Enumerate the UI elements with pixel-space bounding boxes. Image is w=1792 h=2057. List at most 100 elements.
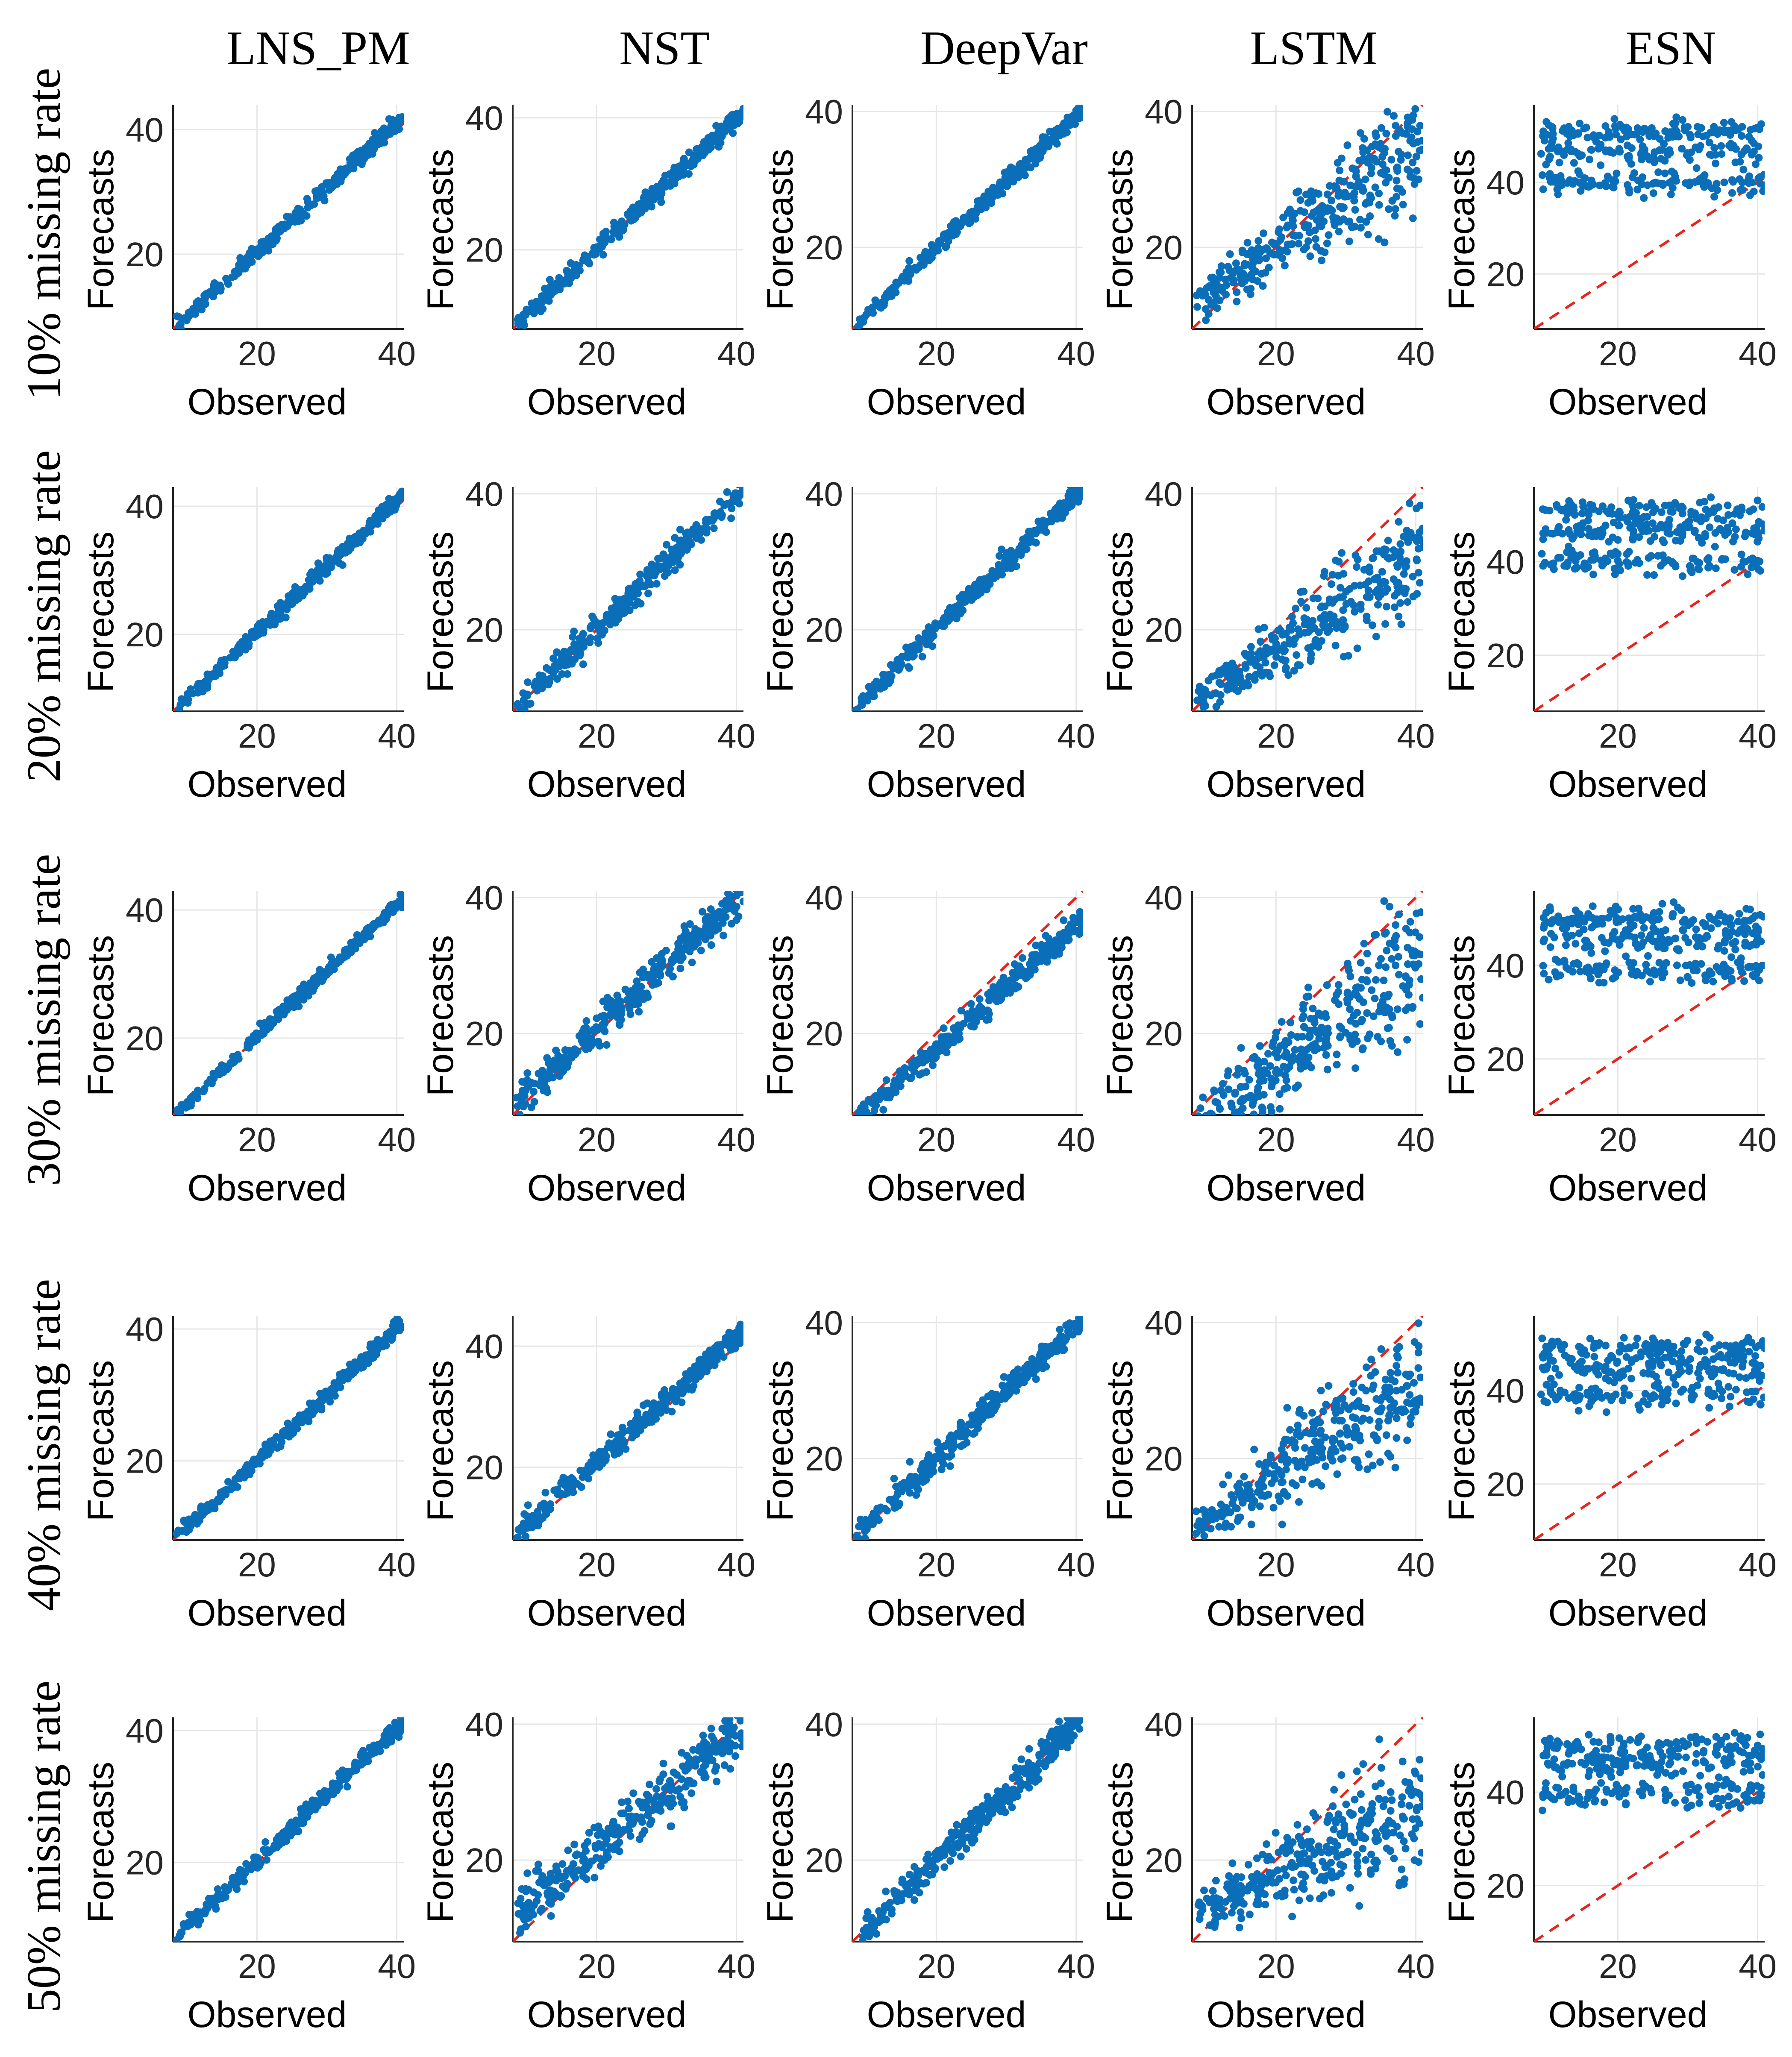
data-point	[1578, 509, 1586, 517]
data-point	[994, 187, 1002, 195]
data-point	[1675, 947, 1683, 955]
data-point	[1042, 932, 1050, 940]
x-tick-label: 20	[1257, 335, 1295, 373]
y-axis-label: Forecasts	[420, 149, 461, 311]
data-point	[1712, 564, 1720, 572]
data-point	[305, 992, 313, 1000]
data-point	[1554, 143, 1563, 151]
scatter-points	[173, 113, 404, 329]
data-point	[316, 966, 324, 974]
data-point	[1266, 1103, 1275, 1111]
data-point	[1614, 550, 1622, 558]
data-point	[1388, 955, 1396, 963]
data-point	[1392, 132, 1400, 140]
data-point	[1324, 1042, 1332, 1050]
data-point	[1211, 1087, 1219, 1095]
data-point	[1419, 543, 1423, 551]
data-point	[1296, 207, 1304, 215]
data-point	[982, 1016, 990, 1024]
data-point	[1343, 998, 1351, 1006]
data-point	[280, 1006, 288, 1014]
data-point	[1585, 511, 1593, 519]
data-point	[358, 160, 366, 168]
data-point	[1638, 180, 1646, 188]
data-point	[311, 571, 319, 579]
data-point	[1401, 1006, 1410, 1014]
data-point	[1275, 228, 1283, 236]
data-point	[259, 626, 267, 634]
data-point	[1311, 235, 1319, 243]
data-point	[697, 148, 705, 156]
data-point	[1629, 496, 1637, 504]
data-point	[1565, 543, 1573, 551]
data-point	[729, 110, 737, 118]
data-point	[621, 598, 629, 606]
data-point	[1597, 533, 1605, 541]
data-point	[1369, 554, 1377, 562]
x-tick-label: 40	[1397, 1121, 1435, 1159]
data-point	[1627, 160, 1635, 168]
data-point	[1333, 184, 1341, 192]
y-axis-label: Forecasts	[1099, 531, 1140, 693]
data-point	[998, 545, 1006, 553]
data-point	[934, 246, 942, 255]
data-point	[1742, 528, 1750, 537]
data-point	[1638, 525, 1646, 534]
data-point	[1032, 941, 1040, 949]
data-point	[1237, 678, 1245, 687]
data-point	[726, 120, 734, 128]
data-point	[1702, 132, 1710, 140]
data-point	[1327, 580, 1335, 588]
data-point	[370, 129, 379, 137]
data-point	[647, 188, 655, 196]
data-point	[1416, 122, 1423, 130]
data-point	[1541, 558, 1549, 566]
data-point	[1678, 572, 1686, 580]
y-tick-label: 40	[465, 99, 503, 137]
data-point	[974, 197, 982, 205]
data-point	[1038, 139, 1046, 147]
data-point	[733, 891, 741, 899]
data-point	[198, 299, 206, 307]
data-point	[213, 663, 221, 672]
data-point	[1643, 521, 1651, 529]
data-point	[1302, 604, 1310, 612]
data-point	[869, 684, 877, 693]
data-point	[1392, 943, 1400, 951]
data-point	[1378, 568, 1386, 576]
data-point	[1264, 1050, 1272, 1058]
data-point	[1694, 177, 1702, 185]
y-tick-label: 20	[1486, 1040, 1525, 1078]
data-point	[559, 1067, 567, 1075]
data-point	[199, 681, 207, 689]
data-point	[1718, 150, 1726, 158]
x-tick-label: 20	[238, 1121, 276, 1159]
data-point	[613, 992, 621, 1000]
data-point	[1546, 943, 1554, 951]
data-point	[1304, 199, 1312, 207]
data-point	[1636, 135, 1644, 144]
data-point	[313, 194, 321, 202]
data-point	[658, 950, 666, 958]
data-point	[662, 541, 670, 549]
data-point	[176, 701, 185, 709]
data-point	[343, 952, 351, 960]
data-point	[1352, 172, 1360, 180]
data-point	[546, 675, 554, 683]
data-point	[1616, 941, 1624, 949]
data-point	[1240, 261, 1249, 270]
data-point	[720, 907, 728, 916]
data-point	[1309, 1004, 1317, 1012]
data-point	[1313, 1045, 1322, 1053]
data-point	[1709, 128, 1717, 136]
data-point	[210, 672, 218, 680]
data-point	[889, 286, 897, 294]
data-point	[1663, 149, 1672, 157]
data-point	[1574, 129, 1582, 137]
data-point	[597, 1012, 605, 1021]
data-point	[1307, 657, 1315, 665]
data-point	[1397, 150, 1405, 158]
data-point	[1396, 540, 1404, 548]
data-point	[1711, 529, 1719, 537]
